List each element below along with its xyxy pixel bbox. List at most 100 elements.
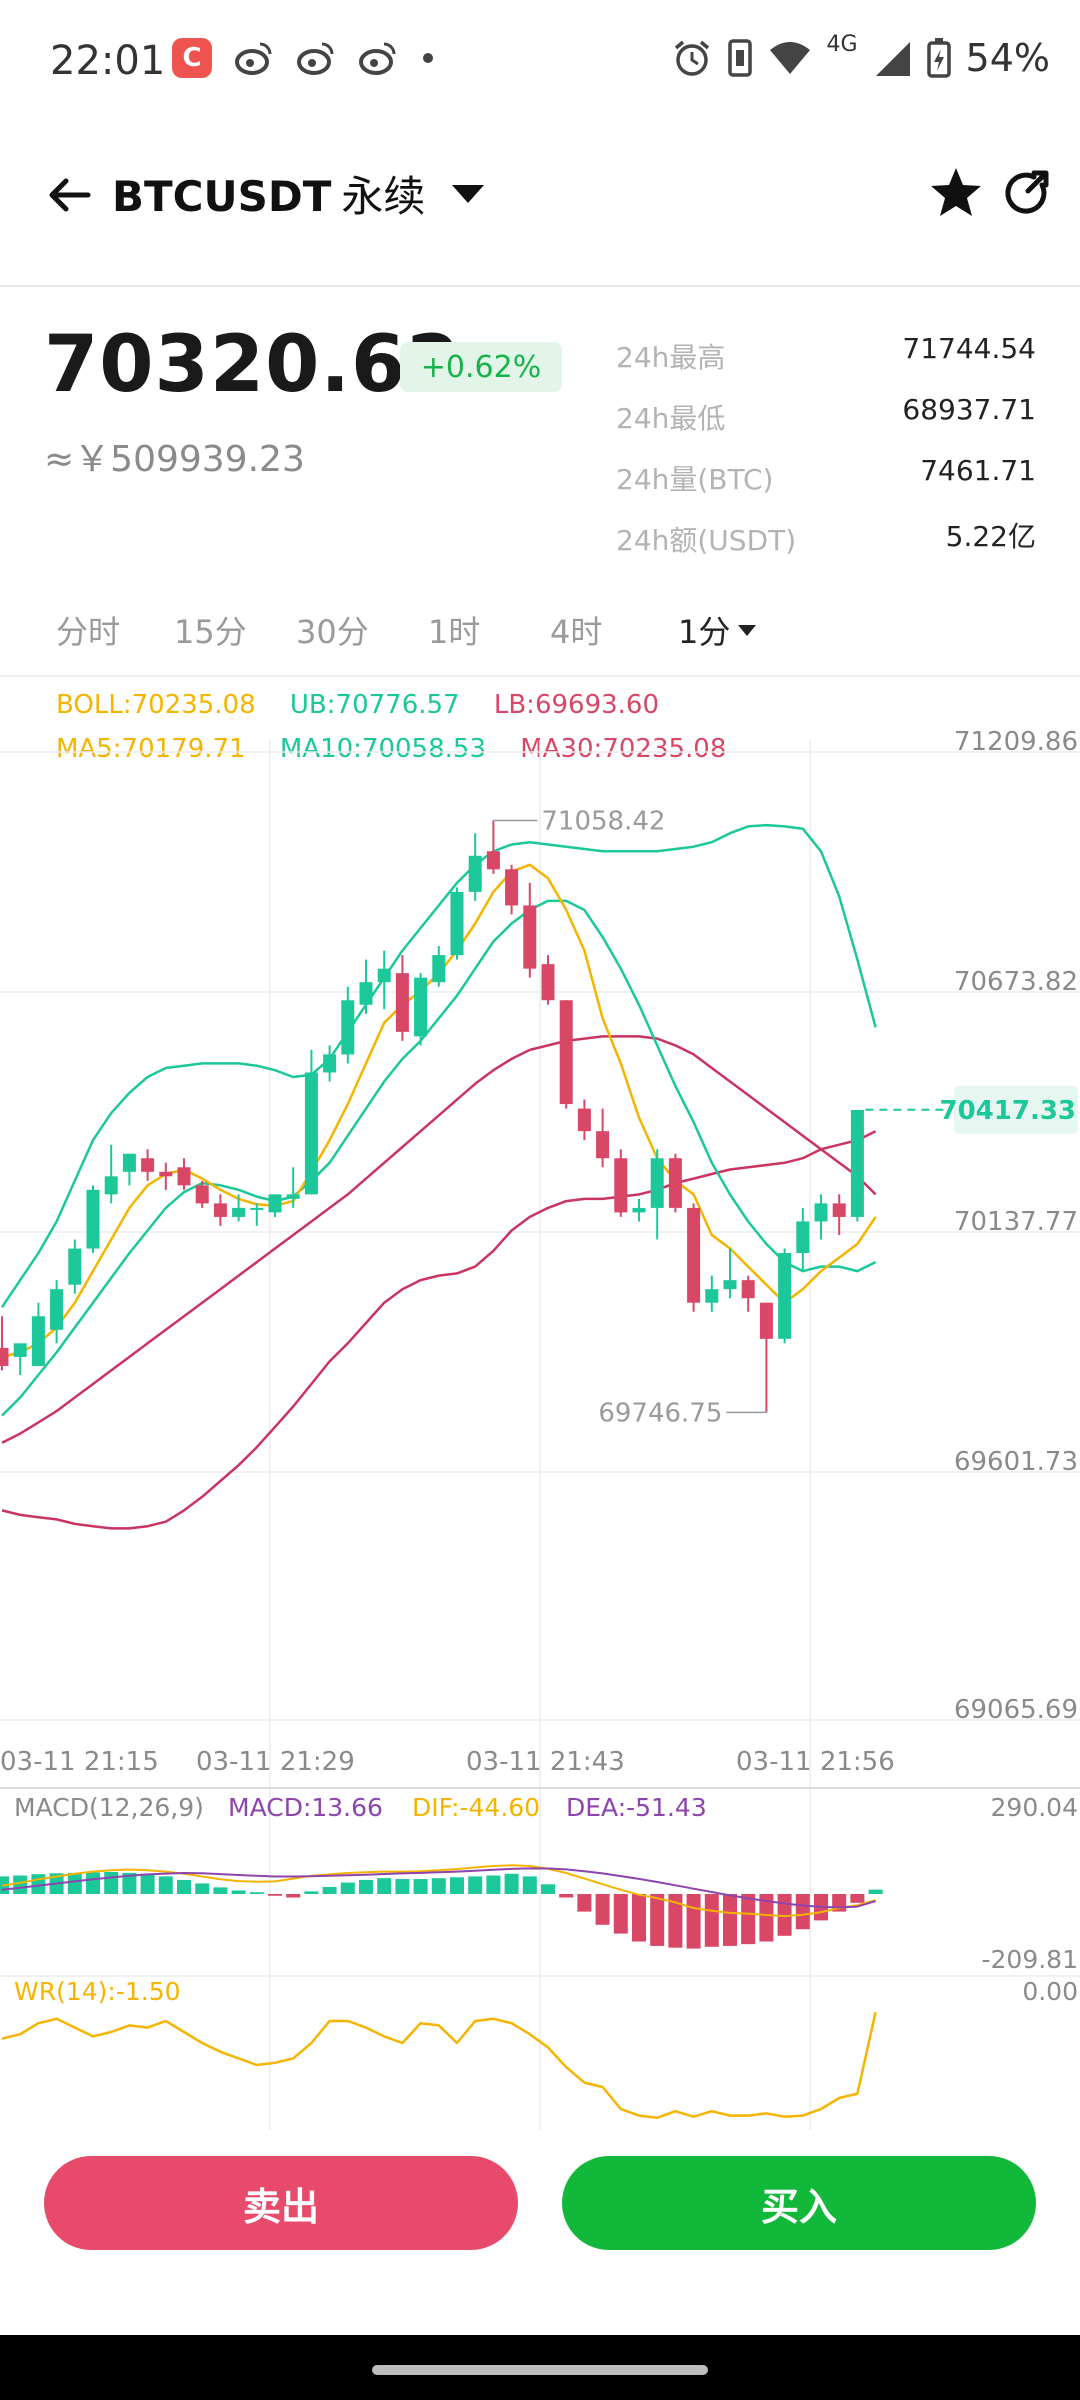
candle-up (341, 1000, 355, 1055)
macd-bar-up (231, 1890, 246, 1894)
macd-bar-down (795, 1894, 810, 1930)
symbol-name: BTCUSDT (112, 172, 332, 221)
candle-down (596, 1131, 610, 1159)
vibrate-icon (728, 39, 753, 77)
battery-percent: 54% (965, 36, 1050, 80)
contract-type: 永续 (341, 172, 426, 221)
macd-title: MACD(12,26,9) (14, 1793, 204, 1822)
candle-up (250, 1207, 264, 1210)
macd-bar-up (450, 1877, 464, 1894)
ma30-line (1, 1035, 877, 1444)
tab-1h[interactable]: 1时 (428, 613, 481, 651)
y-tick-label: 69601.73 (954, 1447, 1078, 1477)
high-marker-label: 71058.42 (541, 807, 665, 837)
tab-timeshare[interactable]: 分时 (56, 613, 121, 651)
app-header: BTCUSDT 永续 (0, 125, 1080, 287)
ub-value: UB:70776.57 (289, 690, 460, 720)
dif-value: DIF:-44.60 (412, 1793, 540, 1822)
macd-bar-up (195, 1883, 210, 1894)
buy-button[interactable]: 买入 (562, 2156, 1036, 2250)
home-indicator[interactable] (372, 2365, 708, 2375)
macd-bar-down (268, 1894, 282, 1896)
dea-line (1, 1867, 876, 1909)
candle-up (104, 1176, 118, 1195)
dif-line (1, 1864, 876, 1918)
macd-bar-up (395, 1879, 410, 1894)
macd-bar-up (359, 1879, 373, 1894)
candle-down (559, 1000, 573, 1105)
macd-bar-up (86, 1872, 100, 1894)
candle-down (741, 1280, 755, 1299)
candle-up (377, 968, 391, 983)
macd-bar-down (286, 1894, 301, 1898)
candle-up (31, 1316, 45, 1366)
system-status: 4G 54% (672, 32, 1050, 80)
ma10-line (1, 899, 877, 1417)
macd-bar-down (723, 1894, 737, 1946)
candle-up (705, 1289, 719, 1303)
cny-price: ≈￥509939.23 (44, 439, 305, 480)
candle-up (414, 977, 428, 1037)
candle-up (632, 1207, 646, 1213)
macd-bar-up (158, 1876, 173, 1894)
favorite-star-icon[interactable] (926, 163, 986, 223)
trade-action-bar: 卖出 买入 (0, 2130, 1080, 2335)
symbol-dropdown-caret-icon[interactable] (448, 177, 488, 213)
tab-1min-dropdown[interactable]: 1分 (678, 607, 757, 653)
chevron-down-icon (738, 624, 757, 636)
candle-up (468, 855, 482, 892)
macd-bar-down (559, 1894, 574, 1898)
kline-chart[interactable]: 71209.86 70673.82 70137.77 69601.73 69065.69… (0, 680, 1080, 2130)
x-tick-label: 03-11 21:15 (0, 1747, 159, 1777)
system-nav-bar (0, 2335, 1080, 2400)
period-tabs: 分时 15分 30分 1时 4时 1分 (0, 595, 1080, 677)
candle-up (850, 1109, 864, 1217)
tab-15min[interactable]: 15分 (174, 613, 247, 651)
candle-down (213, 1203, 227, 1217)
macd-bar-down (741, 1894, 756, 1945)
notification-icons: C (172, 38, 436, 78)
ma30-value: MA30:70235.08 (520, 734, 727, 764)
candle-down (832, 1203, 846, 1217)
macd-bar-down (613, 1894, 628, 1934)
symbol-title[interactable]: BTCUSDT 永续 (112, 163, 425, 224)
boll-lower-line (1, 1130, 877, 1530)
share-icon[interactable] (998, 165, 1054, 221)
cell-signal-icon (875, 42, 910, 76)
y-tick-label: 69065.69 (954, 1695, 1078, 1725)
candle-up (650, 1158, 664, 1208)
macd-bar-up (413, 1879, 428, 1894)
boll-upper-line (0, 823, 877, 1308)
macd-bar-up (468, 1876, 483, 1894)
current-price-tag-bg (954, 1085, 1078, 1134)
stat-row-turnover: 24h额(USDT) 5.22亿 (616, 513, 1036, 574)
macd-bar-down (668, 1894, 683, 1948)
app-notification-icon: C (172, 38, 212, 78)
stat-value: 68937.71 (902, 393, 1036, 426)
alarm-icon (675, 40, 710, 76)
tab-4h[interactable]: 4时 (550, 613, 603, 651)
macd-bar-up (249, 1892, 264, 1894)
macd-bar-down (686, 1894, 701, 1949)
candle-down (195, 1185, 209, 1204)
candle-up (286, 1194, 300, 1199)
candle-down (614, 1158, 628, 1213)
macd-bar-down (704, 1894, 719, 1947)
ma-legend: MA5:70179.71 MA10:70058.53 MA30:70235.08 (56, 734, 752, 764)
stat-value: 7461.71 (920, 454, 1036, 487)
macd-bar-up (140, 1873, 155, 1894)
tab-30min[interactable]: 30分 (296, 613, 369, 651)
macd-bar-up (322, 1886, 337, 1894)
stat-row-high: 24h最高 71744.54 (616, 330, 1036, 391)
y-tick-label: 70673.82 (954, 967, 1078, 997)
macd-bar-down (632, 1894, 646, 1942)
candle-up (122, 1153, 136, 1172)
macd-bar-up (213, 1887, 228, 1894)
stat-row-volume: 24h量(BTC) 7461.71 (616, 452, 1036, 513)
candle-up (778, 1253, 792, 1339)
back-arrow-icon[interactable] (40, 165, 100, 225)
macd-bar-up (541, 1884, 555, 1894)
macd-bar-up (504, 1873, 519, 1894)
sell-button[interactable]: 卖出 (44, 2156, 518, 2250)
lb-value: LB:69693.60 (493, 690, 659, 720)
